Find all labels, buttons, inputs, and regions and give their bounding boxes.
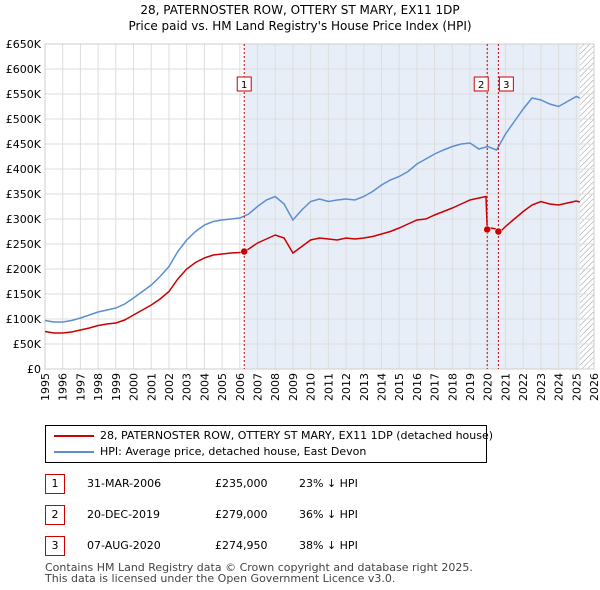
transaction-price: £279,000 <box>215 508 268 521</box>
x-tick-label: 2017 <box>429 373 442 401</box>
chart-subtitle: Price paid vs. HM Land Registry's House … <box>128 19 472 33</box>
x-tick-label: 1996 <box>57 373 70 401</box>
x-tick-label: 2024 <box>553 373 566 401</box>
ownership-shaded-region <box>244 44 580 369</box>
transaction-badge-label: 3 <box>503 80 509 91</box>
y-tick-label: £600K <box>6 63 42 76</box>
forecast-hatched-region <box>579 44 594 369</box>
transaction-badge <box>473 76 489 92</box>
x-tick-label: 2006 <box>234 373 247 401</box>
legend-swatch-property <box>54 435 94 437</box>
x-tick-label: 2002 <box>163 373 176 401</box>
transaction-number-badge: 2 <box>45 505 65 525</box>
transaction-point <box>483 225 491 234</box>
x-tick-label: 2014 <box>375 373 388 401</box>
x-tick-label: 2009 <box>287 373 300 401</box>
transaction-date: 20-DEC-2019 <box>87 508 161 521</box>
x-tick-label: 2026 <box>588 373 600 401</box>
x-tick-label: 2022 <box>517 373 530 401</box>
y-tick-label: £150K <box>6 288 42 301</box>
x-tick-label: 2003 <box>181 373 194 401</box>
y-tick-label: £0 <box>27 363 41 376</box>
x-tick-label: 2018 <box>446 373 459 401</box>
y-tick-label: £350K <box>6 188 42 201</box>
legend-label-property: 28, PATERNOSTER ROW, OTTERY ST MARY, EX1… <box>100 429 494 442</box>
x-tick-label: 2012 <box>340 373 353 401</box>
x-tick-label: 2005 <box>216 373 229 401</box>
y-tick-label: £100K <box>6 313 42 326</box>
y-tick-label: £650K <box>6 38 42 51</box>
transaction-point <box>240 247 248 256</box>
y-tick-label: £200K <box>6 263 42 276</box>
transaction-badge-label: 1 <box>241 80 247 91</box>
legend-swatch-hpi <box>54 451 94 453</box>
x-tick-label: 2013 <box>358 373 371 401</box>
x-tick-label: 2008 <box>269 373 282 401</box>
hpi-line <box>44 95 581 323</box>
transaction-hpi-diff: 36% ↓ HPI <box>299 508 358 521</box>
transaction-price: £274,950 <box>215 539 268 552</box>
x-tick-label: 2019 <box>464 373 477 401</box>
chart-title-block: 28, PATERNOSTER ROW, OTTERY ST MARY, EX1… <box>0 2 600 34</box>
y-tick-label: £500K <box>6 113 42 126</box>
legend: 28, PATERNOSTER ROW, OTTERY ST MARY, EX1… <box>45 425 493 463</box>
x-tick-label: 1997 <box>74 373 87 401</box>
y-tick-label: £450K <box>6 138 42 151</box>
y-tick-label: £300K <box>6 213 42 226</box>
x-tick-label: 1995 <box>39 373 52 401</box>
x-tick-label: 2023 <box>535 373 548 401</box>
y-tick-label: £400K <box>6 163 42 176</box>
x-tick-label: 2015 <box>393 373 406 401</box>
x-tick-label: 2021 <box>499 373 512 401</box>
x-tick-label: 2016 <box>411 373 424 401</box>
transaction-point <box>494 227 503 236</box>
transaction-badge-label: 2 <box>478 80 484 91</box>
transaction-badge <box>498 76 514 92</box>
transaction-badge <box>236 76 252 92</box>
x-tick-label: 2025 <box>570 373 583 401</box>
price-chart: £0 £50K £100K £150K £200K £250K £300K £350K £400… <box>6 38 600 401</box>
x-tick-label: 2001 <box>145 373 158 401</box>
x-tick-label: 2000 <box>128 373 141 401</box>
x-tick-label: 2011 <box>322 373 335 401</box>
x-tick-label: 2007 <box>252 373 265 401</box>
transaction-hpi-diff: 23% ↓ HPI <box>299 477 358 490</box>
footer-attribution: Contains HM Land Registry data © Crown c… <box>45 562 585 584</box>
legend-label-hpi: HPI: Average price, detached house, East… <box>100 445 367 458</box>
transaction-hpi-diff: 38% ↓ HPI <box>299 539 358 552</box>
y-tick-label: £250K <box>6 238 42 251</box>
footer-licence: This data is licensed under the Open Gov… <box>45 572 396 585</box>
x-tick-label: 2020 <box>482 373 495 401</box>
x-tick-label: 1999 <box>110 373 123 401</box>
x-tick-label: 2004 <box>198 373 211 401</box>
transaction-number-badge: 3 <box>45 536 65 556</box>
y-tick-label: £50K <box>13 338 42 351</box>
transaction-date: 07-AUG-2020 <box>87 539 161 552</box>
transaction-date: 31-MAR-2006 <box>87 477 162 490</box>
x-tick-label: 1998 <box>92 373 105 401</box>
transaction-price: £235,000 <box>215 477 268 490</box>
x-tick-label: 2010 <box>305 373 318 401</box>
footer-copyright: Contains HM Land Registry data © Crown c… <box>45 561 473 574</box>
y-tick-label: £550K <box>6 88 42 101</box>
chart-title: 28, PATERNOSTER ROW, OTTERY ST MARY, EX1… <box>140 3 460 17</box>
transaction-number-badge: 1 <box>45 474 65 494</box>
plot-border <box>44 43 595 370</box>
